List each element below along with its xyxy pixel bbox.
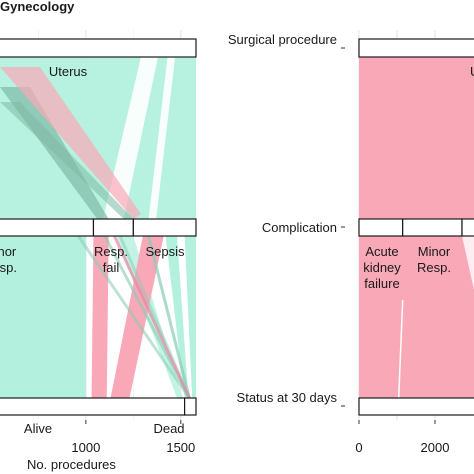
flow-sepsis-to-alive <box>110 236 164 398</box>
right-y-axis-labels: Surgical procedure Complication Status at … <box>228 32 345 407</box>
flow-gap <box>102 57 159 219</box>
right-node-bars <box>358 38 474 416</box>
flow-gap <box>462 236 474 290</box>
node-status <box>0 397 186 416</box>
right-x-axis: 0 2000 <box>355 420 449 455</box>
x-tick-label: 1000 <box>71 440 100 455</box>
node-status <box>358 397 474 416</box>
node-acute-kidney-failure <box>358 218 404 237</box>
node-label-sepsis: Sepsis <box>145 244 185 259</box>
y-label-complication: Complication <box>262 220 337 235</box>
node-complication <box>132 218 197 237</box>
flow-to-dead-line <box>147 235 191 399</box>
node-label-uterus: Uterus <box>49 64 88 79</box>
node-label-alive: Alive <box>24 421 52 436</box>
flow-procedure-to-complication <box>359 57 474 219</box>
y-label-surgical-procedure: Surgical procedure <box>228 32 337 47</box>
node-label-dead: Dead <box>153 421 184 436</box>
node-procedure <box>358 38 474 58</box>
x-tick-label: 2000 <box>421 440 450 455</box>
left-x-axis-label: No. procedures <box>27 457 116 472</box>
x-tick-label: 0 <box>355 440 362 455</box>
right-flows <box>359 57 474 399</box>
flow-to-dead-line <box>112 235 191 399</box>
node-label-acute-kidney-failure: Acute kidney failure <box>363 244 401 291</box>
node-complication <box>0 218 95 237</box>
left-flows <box>0 57 196 399</box>
left-x-axis: 1000 1500 <box>71 420 195 455</box>
x-tick-label: 1500 <box>166 440 195 455</box>
y-label-status: Status at 30 days <box>237 390 338 405</box>
node-uterus <box>0 38 197 58</box>
node-status <box>184 397 197 416</box>
node-complication-next <box>461 218 474 237</box>
node-complication <box>92 218 134 237</box>
flow-ribbon-pink <box>0 67 141 219</box>
flow-complication-to-status <box>359 236 474 398</box>
flow-minor-to-alive <box>0 236 86 398</box>
flow-gap-line <box>397 299 404 399</box>
node-label-resp-fail: Resp. fail <box>94 244 128 275</box>
left-panel-title: Gynecology <box>0 0 75 14</box>
right-panel: Surgical procedure Complication Status at … <box>228 30 474 455</box>
flow-gap <box>177 236 193 398</box>
node-minor-resp <box>402 218 463 237</box>
node-label-procedure: U <box>470 64 474 79</box>
flow-to-dead-line <box>77 235 191 399</box>
left-node-bars <box>0 38 197 416</box>
flow-gap <box>148 57 176 219</box>
flow-ribbon-dark <box>0 102 134 219</box>
